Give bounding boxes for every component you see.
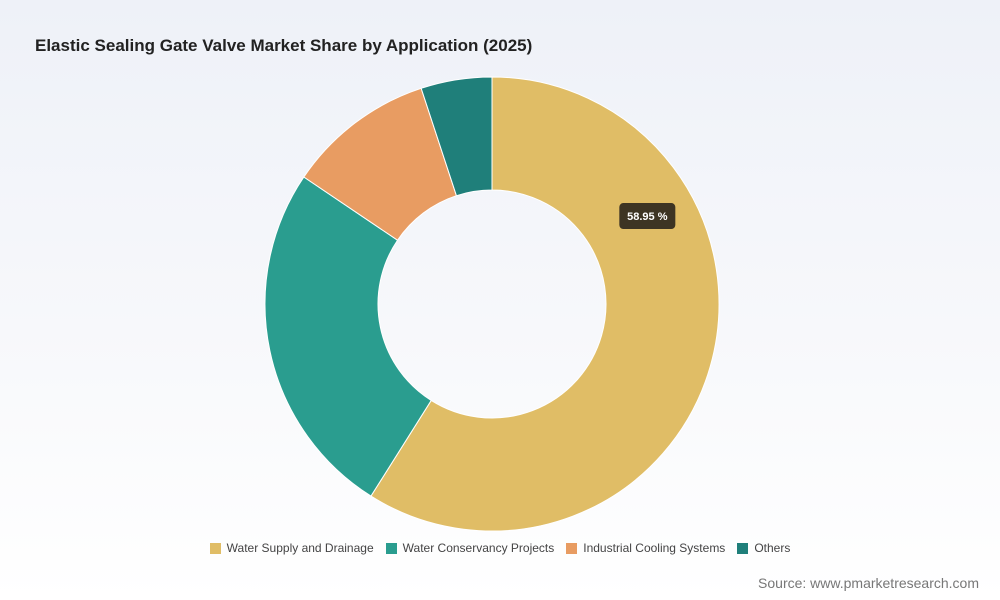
donut-slice-1[interactable] (370, 76, 720, 532)
legend-label: Water Conservancy Projects (402, 541, 555, 555)
legend-label: Industrial Cooling Systems (583, 541, 726, 555)
slice-data-label-1: 58.95 % (619, 203, 676, 230)
source-note: Source: www.pmarketresearch.com (758, 575, 979, 591)
legend-swatch (209, 542, 221, 554)
chart-legend: Water Supply and Drainage Water Conservan… (0, 541, 1000, 555)
svg-text:58.95 %: 58.95 % (627, 211, 668, 223)
donut-slice-4[interactable] (420, 76, 493, 197)
legend-item-4[interactable]: Others (737, 541, 790, 555)
legend-swatch (737, 542, 749, 554)
legend-swatch (385, 542, 397, 554)
legend-swatch (566, 542, 578, 554)
legend-label: Water Supply and Drainage (226, 541, 374, 555)
legend-item-3[interactable]: Industrial Cooling Systems (566, 541, 725, 555)
legend-label: Others (754, 541, 791, 555)
legend-item-2[interactable]: Water Conservancy Projects (385, 541, 555, 555)
donut-slice-2[interactable] (264, 176, 432, 497)
chart-title: Elastic Sealing Gate Valve Market Share … (35, 36, 533, 55)
legend-item-1[interactable]: Water Supply and Drainage (209, 541, 374, 555)
